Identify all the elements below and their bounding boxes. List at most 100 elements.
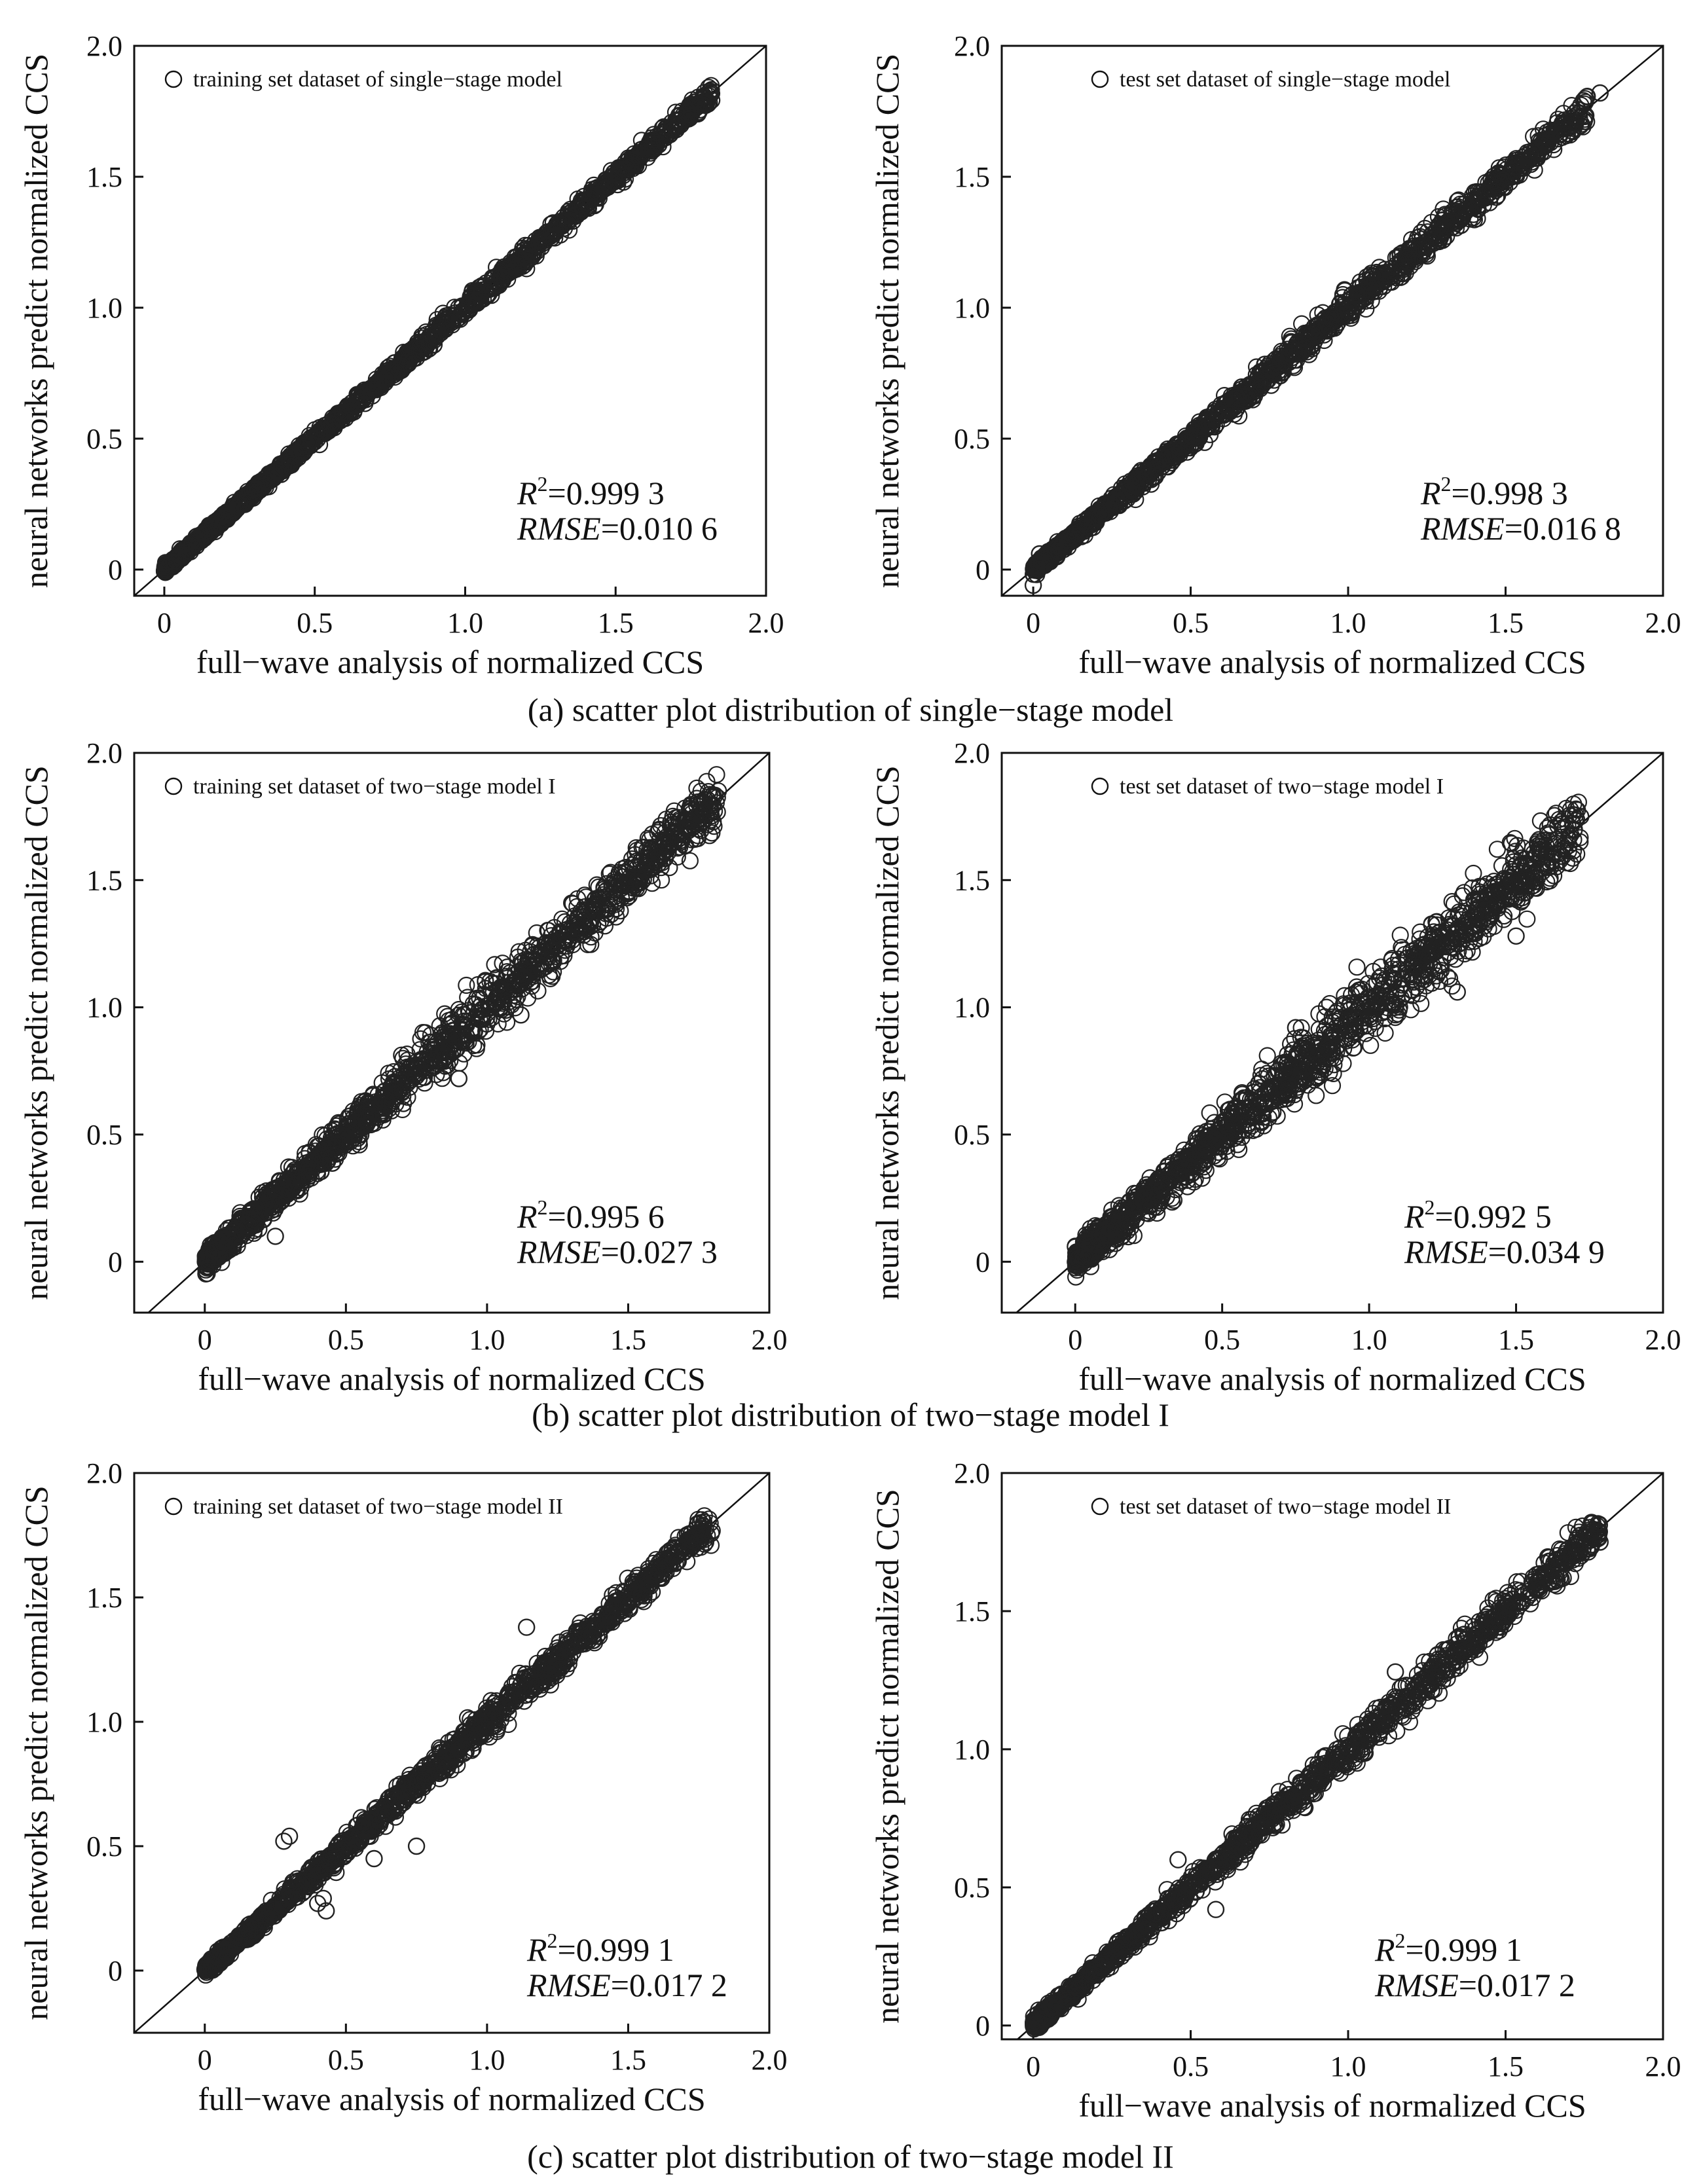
scatter-point xyxy=(467,1040,485,1057)
scatter-point xyxy=(441,1038,459,1055)
y-tick-label: 1.0 xyxy=(954,292,990,324)
scatter-point xyxy=(1146,452,1163,470)
x-tick-label: 1.0 xyxy=(1351,1324,1387,1356)
plot-frame xyxy=(1000,45,1664,597)
scatter-point xyxy=(702,77,720,94)
scatter-point xyxy=(364,381,382,399)
scatter-point xyxy=(1091,506,1109,524)
y-tick-label: 1.5 xyxy=(954,864,990,896)
scatter-point xyxy=(458,301,475,319)
scatter-point xyxy=(183,536,201,554)
x-tick-label: 2.0 xyxy=(1645,607,1681,639)
scatter-point xyxy=(214,511,232,528)
scatter-point-outlier xyxy=(1591,84,1609,102)
scatter-point xyxy=(639,850,657,867)
scatter-point xyxy=(1310,323,1328,341)
scatter-point xyxy=(647,838,665,856)
scatter-point xyxy=(1102,495,1120,513)
scatter-point xyxy=(416,332,434,350)
y-tick-label: 0.5 xyxy=(954,423,990,455)
scatter-point xyxy=(1362,1036,1380,1054)
scatter-point xyxy=(245,1222,263,1239)
scatter-point xyxy=(1215,407,1232,424)
scatter-point xyxy=(373,1093,392,1111)
scatter-point xyxy=(1167,448,1184,465)
scatter-point xyxy=(1212,395,1230,414)
scatter-point xyxy=(282,455,299,473)
scatter-point xyxy=(245,1214,263,1231)
scatter-point xyxy=(628,152,646,170)
scatter-point xyxy=(627,839,645,857)
y-tick-label: 0 xyxy=(976,554,990,586)
scatter-point xyxy=(247,1211,265,1229)
y-tick-label: 1.5 xyxy=(86,161,122,193)
scatter-point xyxy=(1342,291,1359,308)
scatter-point xyxy=(644,141,662,159)
y-tick-label: 2.0 xyxy=(954,737,990,769)
scatter-point xyxy=(689,793,706,811)
scatter-point xyxy=(1049,542,1067,560)
scatter-point-outlier xyxy=(266,1228,284,1245)
scatter-point xyxy=(1042,544,1060,562)
scatter-point xyxy=(498,968,515,985)
scatter-point xyxy=(523,966,541,984)
scatter-point xyxy=(1454,209,1472,227)
scatter-point xyxy=(1091,500,1108,518)
scatter-point xyxy=(213,1235,230,1253)
scatter-point xyxy=(237,493,255,511)
y-axis-label: neural networks predict normalized CCS xyxy=(869,765,905,1300)
x-tick-label: 0 xyxy=(1068,1324,1082,1356)
scatter-point xyxy=(206,1241,224,1258)
scatter-point xyxy=(1134,478,1152,496)
rmse-annotation: RMSE=0.016 8 xyxy=(1420,510,1621,547)
scatter-point xyxy=(1238,388,1256,406)
y-axis-label: neural networks predict normalized CCS xyxy=(18,54,54,588)
y-tick-label: 1.5 xyxy=(86,864,122,896)
scatter-point xyxy=(405,344,422,363)
scatter-point xyxy=(387,1080,405,1098)
scatter-point xyxy=(587,179,604,197)
scatter-point xyxy=(1215,386,1234,405)
scatter-point xyxy=(686,99,704,117)
scatter-point xyxy=(1492,167,1510,185)
x-axis-label: full−wave analysis of normalized CCS xyxy=(1078,644,1586,680)
scatter-point xyxy=(494,955,511,972)
scatter-point xyxy=(1141,465,1159,483)
scatter-point xyxy=(362,379,380,397)
scatter-point xyxy=(331,412,349,430)
scatter-point xyxy=(362,1098,380,1116)
scatter-point xyxy=(646,133,664,151)
scatter-point xyxy=(181,543,199,561)
scatter-point xyxy=(594,178,612,196)
scatter-point xyxy=(1061,528,1078,547)
scatter-point xyxy=(547,223,565,241)
scatter-point xyxy=(344,1102,362,1120)
scatter-point xyxy=(539,922,557,939)
scatter-point xyxy=(196,524,213,541)
scatter-point xyxy=(551,953,569,970)
scatter-point xyxy=(1364,268,1381,285)
scatter-point xyxy=(678,104,695,122)
scatter-point xyxy=(429,323,447,341)
scatter-point xyxy=(579,914,597,932)
y-tick-label: 2.0 xyxy=(954,30,990,62)
scatter-point xyxy=(540,966,558,984)
scatter-point xyxy=(386,366,403,384)
legend-label: training set dataset of two−stage model … xyxy=(193,774,556,799)
scatter-point xyxy=(179,541,197,560)
scatter-point xyxy=(552,925,570,943)
scatter-point xyxy=(1450,198,1467,215)
scatter-point xyxy=(1309,317,1327,335)
data-points xyxy=(147,753,769,1313)
x-tick-label: 1.5 xyxy=(1488,607,1524,639)
scatter-point xyxy=(1423,226,1440,244)
scatter-point xyxy=(667,809,684,827)
scatter-point xyxy=(321,414,338,432)
scatter-point xyxy=(357,1092,375,1110)
x-tick-label: 1.0 xyxy=(469,1324,505,1356)
y-tick-label: 0 xyxy=(108,1246,122,1278)
scatter-point xyxy=(1563,122,1581,140)
